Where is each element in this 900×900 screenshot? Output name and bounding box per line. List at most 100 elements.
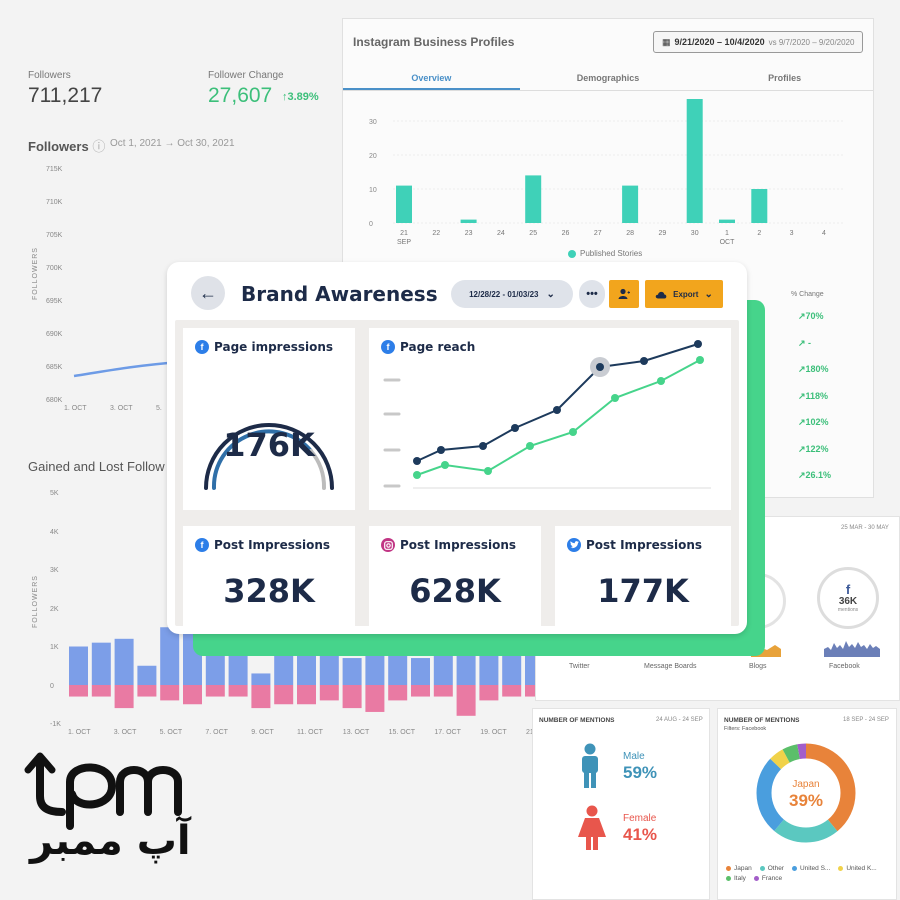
followers-y-tick: 685K bbox=[46, 364, 63, 371]
tab-demographics[interactable]: Demographics bbox=[576, 73, 640, 83]
facebook-icon: f bbox=[381, 340, 395, 354]
ig-post-impressions-label: Post Impressions bbox=[400, 538, 517, 552]
gender-panel-title: NUMBER OF MENTIONS bbox=[539, 717, 615, 724]
change-value: ↗70% bbox=[798, 311, 824, 321]
gained-x-tick: 3. OCT bbox=[113, 729, 137, 736]
source-label-message-boards: Message Boards bbox=[644, 663, 697, 670]
gained-bar bbox=[114, 638, 134, 685]
brand-awareness-card: ← Brand Awareness 12/28/22 - 01/03/23 ⌄ … bbox=[167, 262, 747, 634]
lost-bar bbox=[388, 685, 408, 701]
reach-point-primary bbox=[413, 457, 421, 465]
ig-x-tick: 26 bbox=[562, 230, 570, 237]
legend-label: United K... bbox=[846, 865, 877, 872]
gained-bar bbox=[69, 646, 88, 685]
reach-point-secondary bbox=[413, 471, 421, 479]
back-button[interactable]: ← bbox=[191, 276, 225, 310]
gained-x-tick: 5. OCT bbox=[159, 729, 183, 736]
page-reach-line-chart bbox=[383, 340, 711, 489]
followers-x-tick: 3. OCT bbox=[110, 405, 133, 412]
chevron-down-icon: ⌄ bbox=[546, 288, 555, 300]
gained-y-tick: 4K bbox=[50, 528, 59, 536]
ig-x-tick: 1 bbox=[725, 230, 729, 237]
gained-axis-label: FOLLOWERS bbox=[32, 575, 39, 628]
lost-bar bbox=[183, 685, 202, 705]
gained-bar bbox=[228, 650, 248, 685]
reach-point-primary bbox=[479, 442, 487, 450]
followers-axis-label: FOLLOWERS bbox=[32, 247, 39, 300]
ig-x-tick: 22 bbox=[432, 230, 440, 237]
twitter-post-impressions-tile: Post Impressions 177K bbox=[555, 526, 731, 626]
date-range-value: 12/28/22 - 01/03/23 bbox=[469, 289, 539, 299]
legend-label: Italy bbox=[734, 875, 746, 882]
gained-x-tick: 19. OCT bbox=[480, 729, 507, 736]
more-button[interactable]: ••• bbox=[579, 280, 605, 308]
donut-legend: Japan Other United S... United K... Italy Fra… bbox=[726, 865, 896, 882]
male-label: Male bbox=[623, 751, 645, 762]
change-column-header: % Change bbox=[791, 291, 824, 298]
date-range-dropdown[interactable]: 12/28/22 - 01/03/23 ⌄ bbox=[451, 280, 573, 308]
info-icon[interactable]: ⓘ bbox=[92, 139, 106, 154]
instagram-date-range: 9/21/2020 – 10/4/2020 bbox=[674, 37, 765, 47]
instagram-tabs: Overview Demographics Profiles bbox=[343, 67, 873, 91]
ig-x-tick: 24 bbox=[497, 230, 505, 237]
follower-change-pct: ↑3.89% bbox=[282, 91, 319, 103]
reach-point-primary bbox=[511, 424, 519, 432]
gained-x-tick: 13. OCT bbox=[342, 729, 370, 736]
reach-point-primary bbox=[437, 446, 445, 454]
lost-bar bbox=[502, 685, 522, 697]
lost-bar bbox=[525, 685, 536, 697]
ig-post-impressions-header: Post Impressions bbox=[381, 538, 516, 552]
reach-point-primary bbox=[694, 340, 702, 348]
legend-dot-icon bbox=[753, 876, 759, 881]
export-button[interactable]: Export ⌄ bbox=[645, 280, 723, 308]
gained-bar bbox=[274, 654, 294, 685]
facebook-post-impressions-tile: f Post Impressions 328K bbox=[183, 526, 355, 626]
legend-item: Other bbox=[759, 865, 784, 872]
facebook-icon: f bbox=[195, 340, 209, 354]
facebook-circle: f 36K mentions bbox=[817, 567, 879, 629]
reach-point-secondary bbox=[526, 442, 534, 450]
lost-bar bbox=[137, 685, 157, 697]
export-label: Export bbox=[673, 289, 699, 299]
reach-line-primary bbox=[416, 343, 699, 462]
ig-y-tick: 20 bbox=[369, 153, 377, 160]
legend-dot-icon bbox=[838, 866, 844, 871]
lost-bar bbox=[433, 685, 453, 697]
tab-overview[interactable]: Overview bbox=[343, 67, 520, 90]
followers-date-range: Oct 1, 2021 → Oct 30, 2021 bbox=[110, 138, 235, 149]
instagram-date-picker[interactable]: ▦ 9/21/2020 – 10/4/2020 vs 9/7/2020 – 9/… bbox=[653, 31, 864, 53]
followers-x-tick: 1. OCT bbox=[64, 405, 87, 412]
story-bar bbox=[719, 219, 735, 223]
change-value: ↗ - bbox=[798, 337, 812, 348]
female-icon bbox=[578, 805, 606, 850]
legend-item: France bbox=[753, 875, 782, 882]
lost-bar bbox=[342, 685, 362, 709]
fb-post-impressions-header: f Post Impressions bbox=[195, 538, 330, 552]
instagram-compare-range: vs 9/7/2020 – 9/20/2020 bbox=[768, 37, 855, 47]
country-panel-date: 18 SEP - 24 SEP bbox=[843, 717, 889, 723]
ig-y-tick: 30 bbox=[369, 119, 377, 126]
arrow-left-icon: ← bbox=[199, 282, 217, 303]
reach-point-secondary bbox=[569, 428, 577, 436]
followers-y-tick: 680K bbox=[46, 397, 63, 404]
gained-y-tick: 2K bbox=[50, 605, 59, 613]
tab-profiles[interactable]: Profiles bbox=[768, 73, 802, 83]
lost-bar bbox=[160, 685, 180, 701]
donut-center-pct: 39% bbox=[788, 791, 824, 810]
add-user-button[interactable] bbox=[609, 280, 639, 308]
follower-change-label: Follower Change bbox=[208, 70, 284, 81]
change-value: ↗118% bbox=[798, 390, 829, 401]
cloud-icon bbox=[655, 291, 667, 298]
female-label: Female bbox=[623, 813, 657, 824]
ig-x-tick: 25 bbox=[529, 230, 537, 237]
lost-bar bbox=[251, 685, 271, 709]
gained-bar bbox=[388, 650, 408, 685]
country-panel-title: NUMBER OF MENTIONS bbox=[724, 717, 800, 724]
source-label-blogs: Blogs bbox=[749, 663, 767, 670]
donut-center-label: Japan bbox=[792, 779, 820, 790]
legend-dot-icon bbox=[726, 866, 731, 871]
followers-y-tick: 690K bbox=[46, 331, 63, 338]
country-panel-filter: Filters: Facebook bbox=[724, 726, 767, 732]
impressions-gauge bbox=[204, 423, 334, 490]
ig-y-tick: 10 bbox=[369, 187, 377, 194]
